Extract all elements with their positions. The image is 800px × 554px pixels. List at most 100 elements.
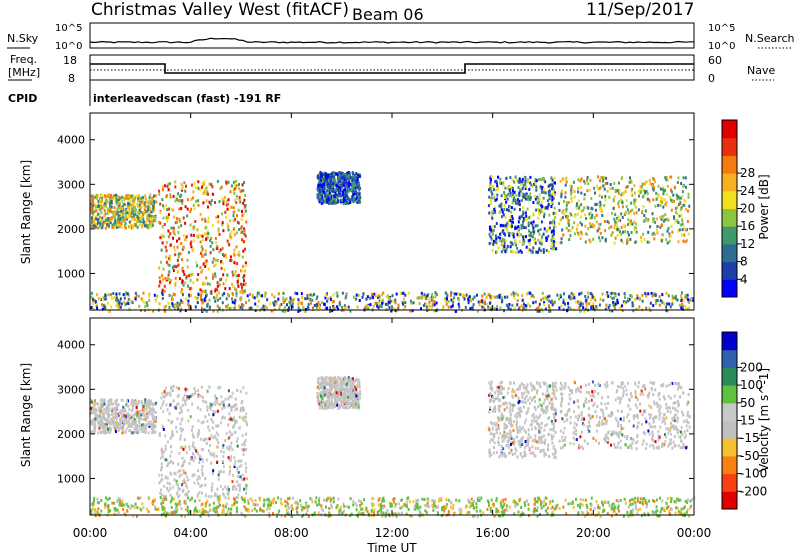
heatmap-cell xyxy=(233,232,236,236)
heatmap-cell xyxy=(184,221,187,225)
heatmap-cell xyxy=(655,299,658,303)
heatmap-cell xyxy=(313,304,316,307)
heatmap-cell xyxy=(184,281,187,285)
heatmap-cell xyxy=(310,301,312,305)
heatmap-cell xyxy=(339,405,342,409)
heatmap-cell xyxy=(204,477,207,481)
heatmap-cell xyxy=(225,203,228,207)
heatmap-cell xyxy=(174,281,177,285)
heatmap-cell xyxy=(118,423,121,427)
heatmap-cell xyxy=(561,228,564,232)
heatmap-cell xyxy=(138,203,141,207)
heatmap-cell xyxy=(635,230,638,234)
heatmap-cell xyxy=(342,183,345,187)
heatmap-cell xyxy=(346,390,349,394)
heatmap-cell xyxy=(103,194,106,198)
heatmap-cell xyxy=(501,210,504,214)
heatmap-cell xyxy=(542,178,545,181)
heatmap-cell xyxy=(177,303,180,307)
heatmap-cell xyxy=(241,306,244,310)
heatmap-cell xyxy=(569,229,572,233)
heatmap-cell xyxy=(161,403,164,407)
heatmap-cell xyxy=(94,399,96,403)
heatmap-cell xyxy=(112,417,115,421)
heatmap-cell xyxy=(182,216,185,220)
heatmap-cell xyxy=(230,395,233,399)
heatmap-cell xyxy=(292,298,295,302)
heatmap-cell xyxy=(149,423,152,427)
noise-panel-frame xyxy=(89,22,695,49)
heatmap-cell xyxy=(181,266,184,270)
heatmap-cell xyxy=(633,191,636,195)
heatmap-cell xyxy=(356,186,359,190)
heatmap-cell xyxy=(203,180,206,184)
heatmap-cell xyxy=(375,302,378,305)
heatmap-cell xyxy=(397,303,400,307)
heatmap-cell xyxy=(116,406,119,410)
heatmap-cell xyxy=(234,460,237,464)
heatmap-cell xyxy=(176,259,179,262)
heatmap-cell xyxy=(104,220,107,224)
heatmap-cell xyxy=(577,187,580,190)
heatmap-cell xyxy=(344,182,347,186)
heatmap-cell xyxy=(670,224,673,228)
heatmap-cell xyxy=(182,428,184,432)
heatmap-cell xyxy=(590,305,593,309)
heatmap-cell xyxy=(227,456,230,460)
heatmap-cell xyxy=(225,199,228,203)
heatmap-cell xyxy=(236,466,239,470)
heatmap-cell xyxy=(664,213,667,217)
heatmap-cell xyxy=(567,221,570,225)
heatmap-cell xyxy=(521,294,524,298)
heatmap-cell xyxy=(102,426,105,430)
heatmap-cell xyxy=(356,184,359,188)
heatmap-cell xyxy=(146,416,149,420)
heatmap-cell xyxy=(402,297,405,301)
heatmap-cell xyxy=(322,183,325,187)
heatmap-cell xyxy=(641,209,644,213)
heatmap-cell xyxy=(180,188,183,192)
heatmap-cell xyxy=(463,294,466,298)
heatmap-cell xyxy=(110,293,112,296)
heatmap-cell xyxy=(336,193,339,197)
heatmap-cell xyxy=(318,392,321,396)
heatmap-cell xyxy=(511,186,514,190)
heatmap-cell xyxy=(122,410,125,414)
heatmap-cell xyxy=(588,188,591,192)
heatmap-cell xyxy=(680,233,683,237)
heatmap-cell xyxy=(321,197,324,200)
heatmap-cell xyxy=(229,435,232,439)
heatmap-cell xyxy=(190,233,193,237)
heatmap-cell xyxy=(120,421,123,425)
heatmap-cell xyxy=(594,208,597,212)
heatmap-cell xyxy=(583,193,586,197)
heatmap-cell xyxy=(514,292,517,296)
heatmap-cell xyxy=(625,199,628,202)
heatmap-cell xyxy=(319,175,322,179)
heatmap-cell xyxy=(183,478,186,482)
heatmap-cell xyxy=(347,175,350,179)
heatmap-cell xyxy=(108,195,111,199)
heatmap-cell xyxy=(411,309,414,313)
heatmap-cell xyxy=(453,292,456,296)
heatmap-cell xyxy=(171,295,174,298)
heatmap-cell xyxy=(245,483,248,487)
heatmap-cell xyxy=(208,405,211,409)
heatmap-cell xyxy=(367,306,370,310)
heatmap-cell xyxy=(503,426,506,430)
heatmap-cell xyxy=(581,223,583,227)
heatmap-cell xyxy=(173,305,175,309)
heatmap-cell xyxy=(148,196,151,199)
heatmap-cell xyxy=(297,306,300,310)
heatmap-cell xyxy=(609,183,612,186)
heatmap-cell xyxy=(498,294,501,297)
heatmap-cell xyxy=(324,406,327,410)
heatmap-cell xyxy=(128,429,131,433)
heatmap-cell xyxy=(211,277,214,280)
heatmap-cell xyxy=(159,211,162,215)
heatmap-cell xyxy=(607,221,610,225)
heatmap-cell xyxy=(102,401,105,405)
heatmap-cell xyxy=(596,307,599,311)
heatmap-cell xyxy=(229,219,232,223)
